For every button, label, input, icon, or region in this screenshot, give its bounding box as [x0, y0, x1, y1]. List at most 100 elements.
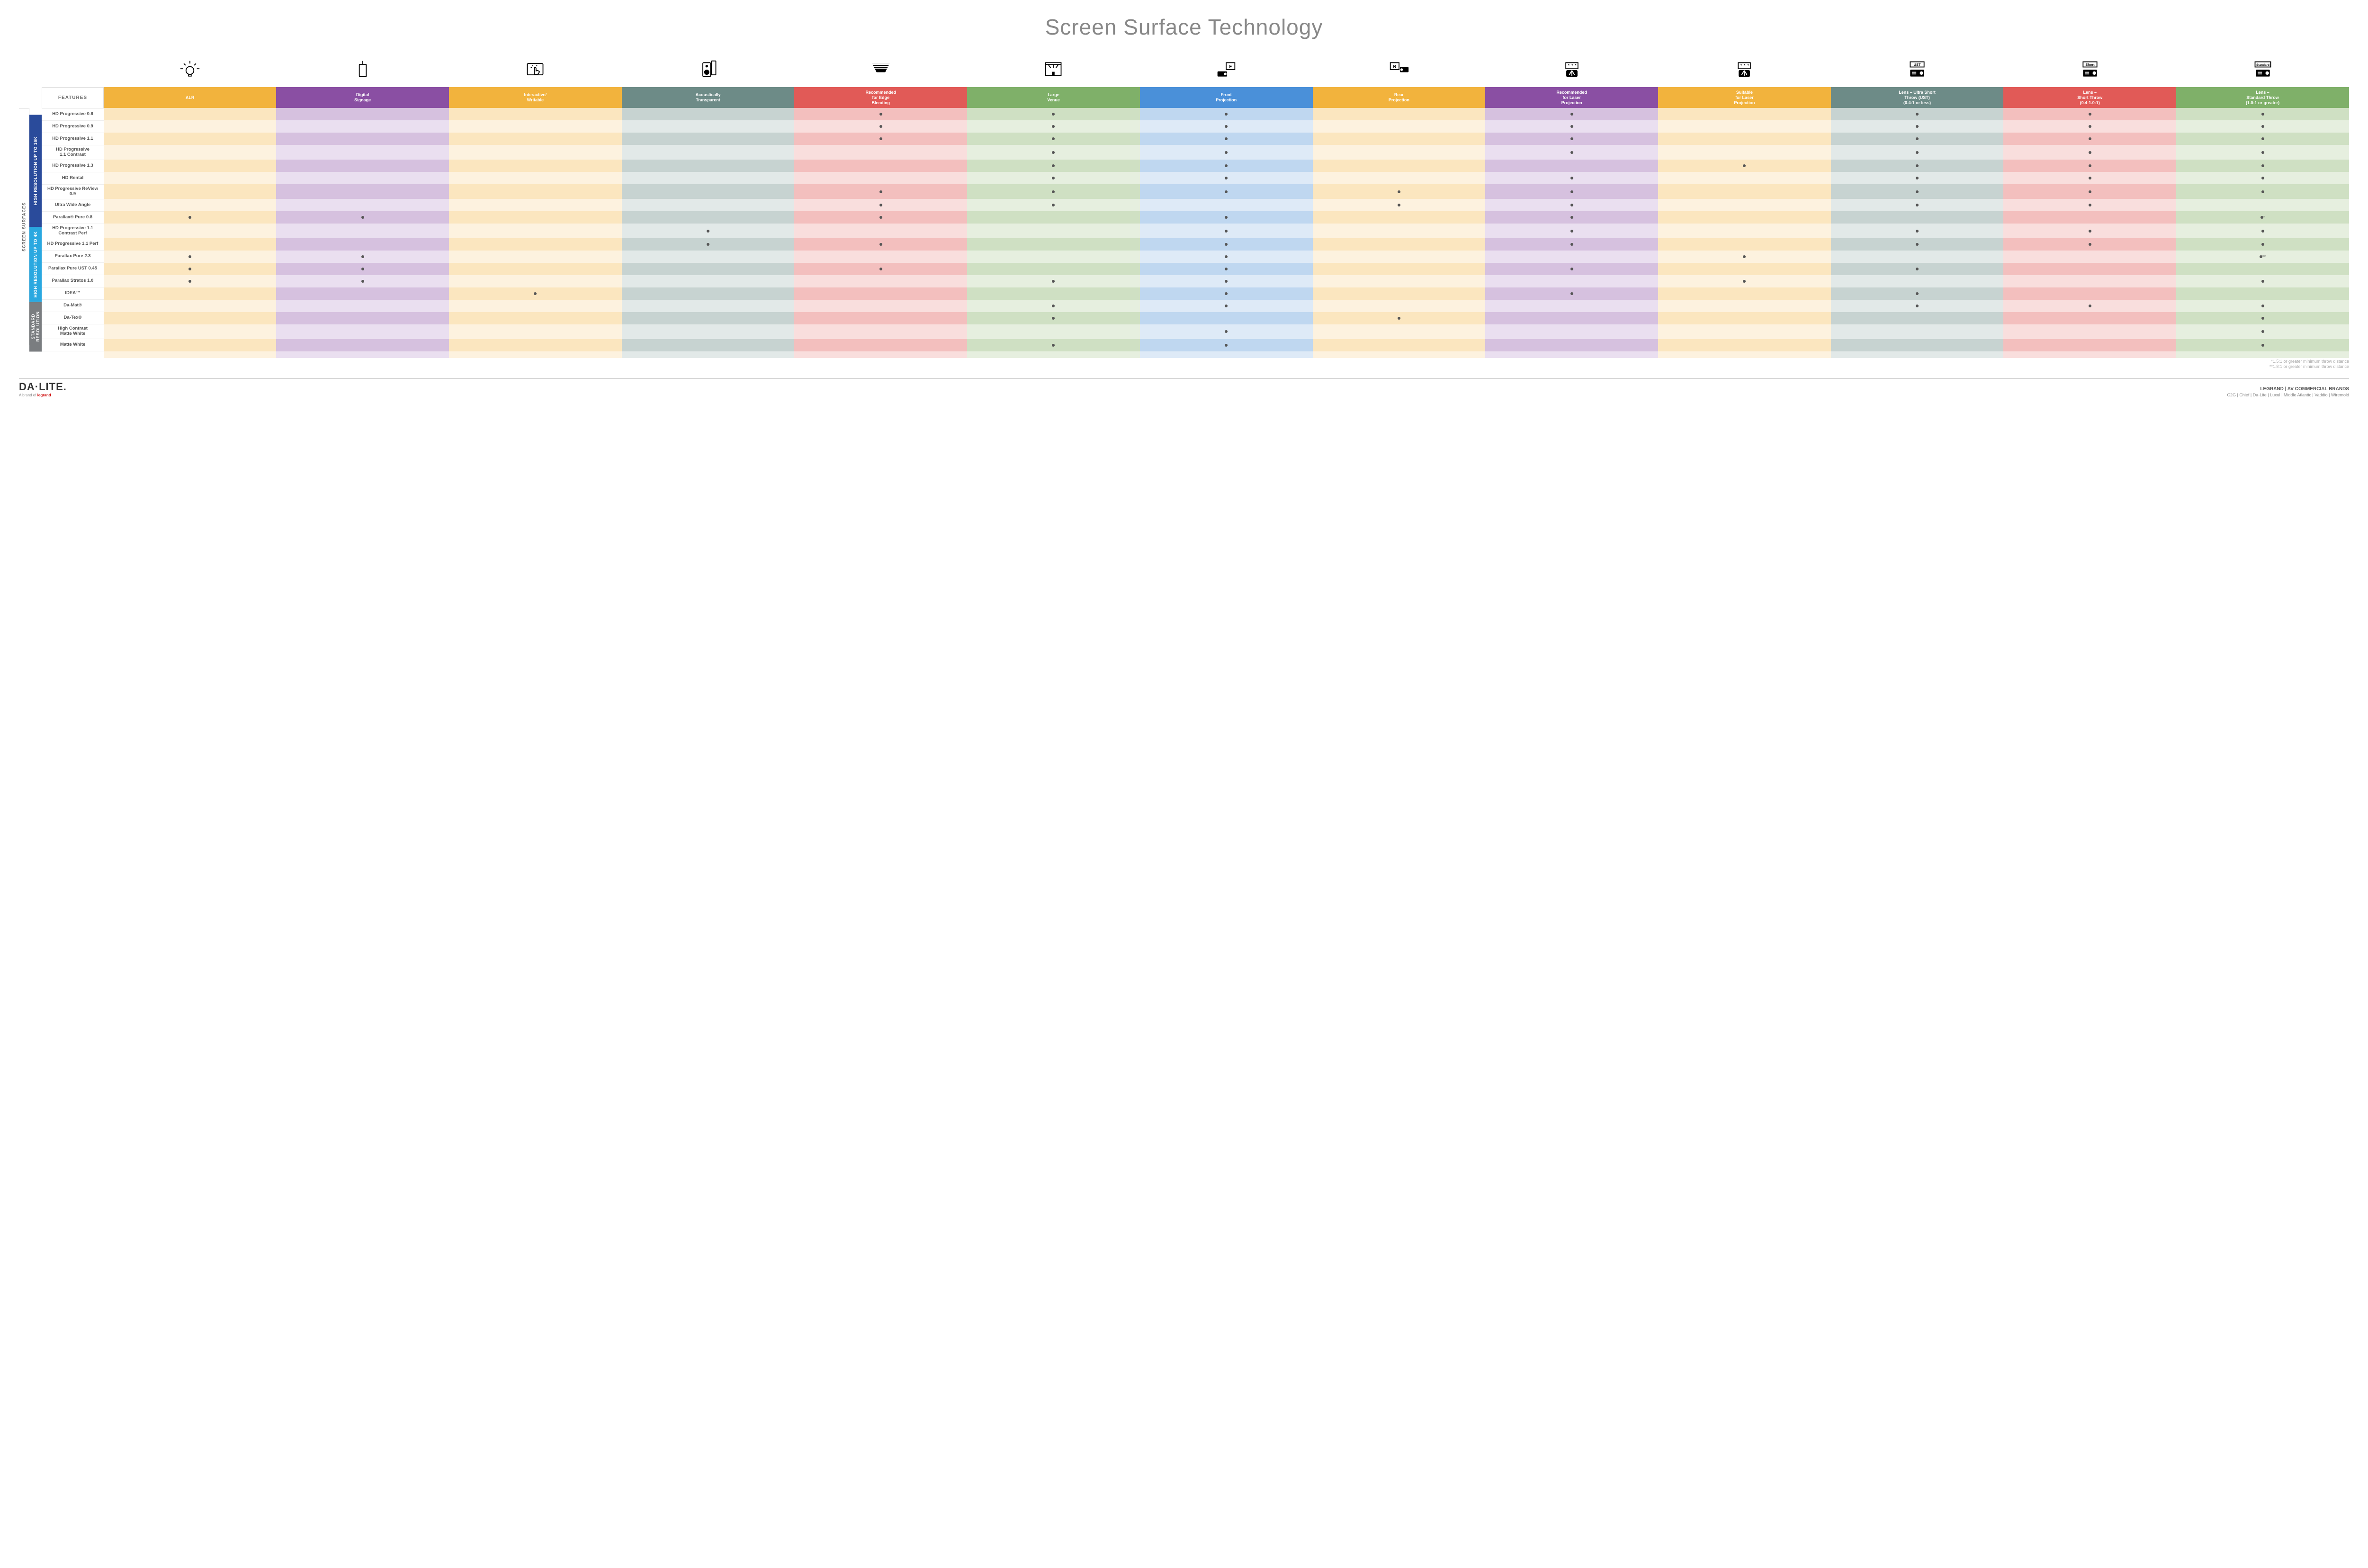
cell: [622, 275, 795, 287]
cell: [276, 287, 449, 300]
cell: [622, 251, 795, 263]
cell: [1831, 108, 2004, 120]
col-icon-front: F: [1140, 54, 1313, 87]
col-head-ust: Lens – Ultra ShortThrow (UST)(0.4:1 or l…: [1831, 87, 2004, 108]
cell: [794, 287, 967, 300]
footnote: **1.8:1 or greater minimum throw distanc…: [19, 364, 2349, 370]
features-header: FEATURES: [42, 87, 104, 108]
row-label: HD Rental: [42, 172, 104, 184]
cell: [2176, 199, 2349, 211]
cell: [104, 263, 277, 275]
cell: [1140, 120, 1313, 133]
cell: [449, 300, 622, 312]
cell: [1831, 160, 2004, 172]
cell: [967, 300, 1140, 312]
cell: [1140, 238, 1313, 251]
cell: [449, 211, 622, 224]
cell: [1313, 300, 1486, 312]
cell: [1831, 172, 2004, 184]
cell: [794, 224, 967, 238]
cell: [967, 287, 1140, 300]
cell: [2003, 120, 2176, 133]
cell: [2003, 251, 2176, 263]
footer-right-title: LEGRAND | AV COMMERCIAL BRANDS: [2227, 386, 2349, 392]
category-label: HIGH RESOLUTION UP TO 16K: [29, 115, 42, 227]
footer: DA·LITE. A brand of legrand LEGRAND | AV…: [19, 378, 2349, 397]
cell: [1485, 263, 1658, 275]
row-label: HD Progressive 1.1: [42, 133, 104, 145]
cell: [104, 160, 277, 172]
side-inner-categories: HIGH RESOLUTION UP TO 16KHIGH RESOLUTION…: [29, 54, 42, 358]
cell: [1313, 238, 1486, 251]
cell: [449, 120, 622, 133]
col-icon-laser_r: [1485, 54, 1658, 87]
cell: [449, 324, 622, 339]
cell: [1140, 172, 1313, 184]
cell: [2176, 300, 2349, 312]
logo: DA·LITE. A brand of legrand: [19, 381, 67, 397]
cell: [1658, 133, 1831, 145]
cell: [1485, 312, 1658, 324]
cell: [967, 263, 1140, 275]
cell: [449, 184, 622, 199]
cell: [622, 339, 795, 351]
col-icon-rear: R: [1313, 54, 1486, 87]
cell: [1831, 133, 2004, 145]
cell: [967, 224, 1140, 238]
cell: [276, 312, 449, 324]
footer-brands: C2G | Chief | Da-Lite | Luxul | Middle A…: [2227, 393, 2349, 397]
cell: [1140, 275, 1313, 287]
side-outer-label: SCREEN SURFACES: [19, 108, 29, 345]
cell: [794, 172, 967, 184]
cell: [2176, 324, 2349, 339]
cell: [1313, 133, 1486, 145]
cell: [2176, 287, 2349, 300]
cell: [104, 120, 277, 133]
cell: [1485, 287, 1658, 300]
cell: [794, 108, 967, 120]
side-labels: SCREEN SURFACES HIGH RESOLUTION UP TO 16…: [19, 54, 42, 358]
cell: [2003, 339, 2176, 351]
cell: [2176, 184, 2349, 199]
chart-wrap: SCREEN SURFACES HIGH RESOLUTION UP TO 16…: [19, 54, 2349, 358]
cell: [104, 300, 277, 312]
cell: [967, 339, 1140, 351]
cell: [104, 172, 277, 184]
footer-right: LEGRAND | AV COMMERCIAL BRANDS C2G | Chi…: [2227, 386, 2349, 397]
cell: [1658, 287, 1831, 300]
row-label: Parallax Pure UST 0.45: [42, 263, 104, 275]
col-head-venue: LargeVenue: [967, 87, 1140, 108]
cell: [1658, 120, 1831, 133]
cell: [1140, 199, 1313, 211]
cell: [276, 184, 449, 199]
cell: [1313, 184, 1486, 199]
cell: [2003, 160, 2176, 172]
col-icon-acoustic: [622, 54, 795, 87]
row-label: Da-Tex®: [42, 312, 104, 324]
cell: [1313, 108, 1486, 120]
cell: [1831, 263, 2004, 275]
cell: [104, 211, 277, 224]
cell: [1313, 211, 1486, 224]
cell: [1140, 133, 1313, 145]
cell: [794, 263, 967, 275]
row-label: HD Progressive 1.1 Perf: [42, 238, 104, 251]
cell: [1313, 263, 1486, 275]
cell: [1658, 263, 1831, 275]
cell: [1140, 263, 1313, 275]
col-icon-short: Short: [2003, 54, 2176, 87]
cell: [794, 145, 967, 160]
cell: [104, 145, 277, 160]
cell: [104, 108, 277, 120]
cell: [276, 120, 449, 133]
cell: [104, 224, 277, 238]
cell: [1658, 108, 1831, 120]
cell: [794, 251, 967, 263]
cell: [276, 172, 449, 184]
row-label: HD Progressive ReView 0.9: [42, 184, 104, 199]
cell: [276, 238, 449, 251]
col-head-signage: DigitalSignage: [276, 87, 449, 108]
row-label: Parallax® Pure 0.8: [42, 211, 104, 224]
cell: [622, 160, 795, 172]
cell: [2003, 145, 2176, 160]
